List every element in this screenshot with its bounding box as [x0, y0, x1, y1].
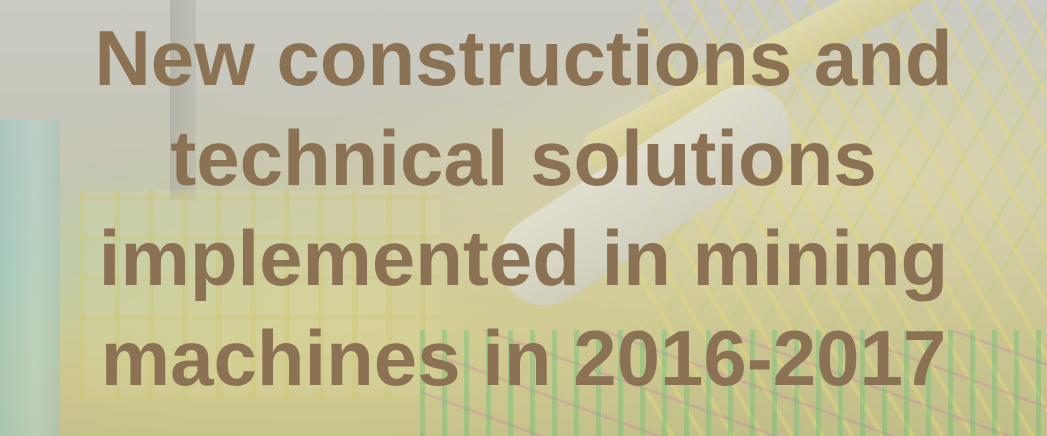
background-machinery-detail [420, 330, 1047, 436]
slide-title-line-2: technical solutions [170, 114, 877, 202]
slide-title-line-4: machines in 2016-2017 [100, 314, 947, 402]
slide-title-line-1: New constructions and [94, 14, 953, 102]
background-frame-shape [80, 190, 440, 400]
slide-title: New constructions and technical solution… [0, 8, 1047, 408]
background-tank-shape [0, 120, 60, 436]
background-pole-shape [170, 0, 196, 200]
slide-title-line-3: implemented in mining [98, 214, 949, 302]
